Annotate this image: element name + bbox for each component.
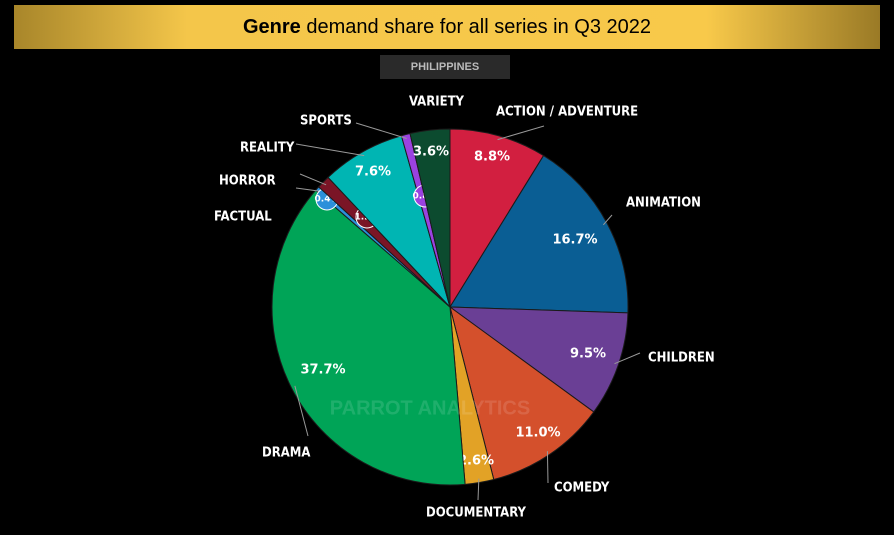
pie-slice (448, 306, 629, 413)
subtitle-box (380, 55, 510, 79)
leader-line (295, 143, 365, 157)
value-label: 7.6% (355, 165, 391, 180)
value-label: 11.0% (515, 426, 560, 441)
value-label: 9.5% (570, 347, 606, 362)
category-label: DRAMA (262, 446, 310, 461)
title-emphasis: Genre (243, 16, 301, 38)
watermark: PARROT ANALYTICS (330, 397, 530, 419)
subtitle: PHILIPPINES (411, 61, 479, 73)
leader-line (602, 214, 613, 226)
leader-line (614, 352, 641, 365)
category-label: CHILDREN (648, 351, 715, 366)
category-label: ANIMATION (626, 196, 701, 211)
title-text: demand share for all series in Q3 2022 (306, 16, 651, 38)
leader-line (355, 122, 407, 139)
category-label: COMEDY (554, 481, 610, 496)
category-label: SPORTS (300, 114, 352, 129)
pie: ACTION / ADVENTURE 8.8% ANIMATION 16.7% CHIL… (214, 95, 715, 521)
pie-slice (449, 128, 545, 309)
leader-line (477, 478, 480, 501)
value-label: 37.7% (300, 363, 345, 378)
category-label: DOCUMENTARY (426, 506, 526, 521)
leader-line (295, 187, 321, 192)
category-label: VARIETY (409, 95, 465, 110)
category-label: FACTUAL (214, 210, 272, 225)
value-label: 16.7% (552, 233, 597, 248)
leader-line (497, 125, 545, 141)
value-label: 2.6% (458, 454, 494, 469)
value-label: 3.6% (413, 145, 449, 160)
leader-line (546, 451, 549, 484)
value-label: 8.8% (474, 150, 510, 165)
value-label: 0.4% (315, 195, 340, 205)
pie-slice (449, 154, 629, 314)
pie-slice (449, 305, 595, 481)
category-label: ACTION / ADVENTURE (496, 105, 638, 120)
leader-line (294, 385, 309, 437)
chart-title: Genre demand share for all series in Q3 … (243, 16, 651, 38)
leader-line (299, 173, 327, 186)
pie-slice (271, 189, 466, 486)
title-bar (14, 5, 880, 49)
category-label: REALITY (240, 141, 295, 156)
pie-slice (409, 128, 451, 308)
category-label: HORROR (219, 174, 276, 189)
